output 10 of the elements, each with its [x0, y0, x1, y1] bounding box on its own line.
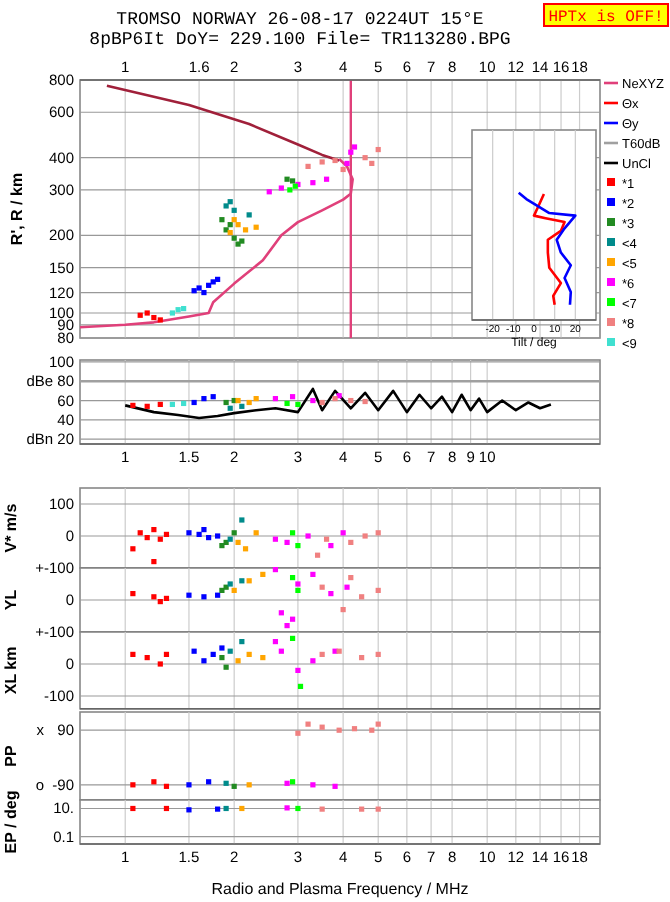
- chart-subtitle: 8pBP6It DoY= 229.100 File= TR113280.BPG: [89, 30, 511, 50]
- x-axis-title: Radio and Plasma Frequency / MHz: [211, 880, 469, 898]
- y-axis-title: R', R / km: [8, 172, 26, 246]
- chart-title: TROMSO NORWAY 26-08-17 0224UT 15°E: [116, 10, 484, 30]
- y-axis-title: YL: [2, 589, 20, 611]
- y-axis-title: EP / deg: [2, 790, 20, 854]
- y-axis-title: PP: [2, 744, 20, 767]
- text: HPTx is OFF!: [548, 9, 664, 27]
- y-axis-title: XL km: [2, 646, 20, 695]
- y-axis-title: V* m/s: [2, 502, 20, 553]
